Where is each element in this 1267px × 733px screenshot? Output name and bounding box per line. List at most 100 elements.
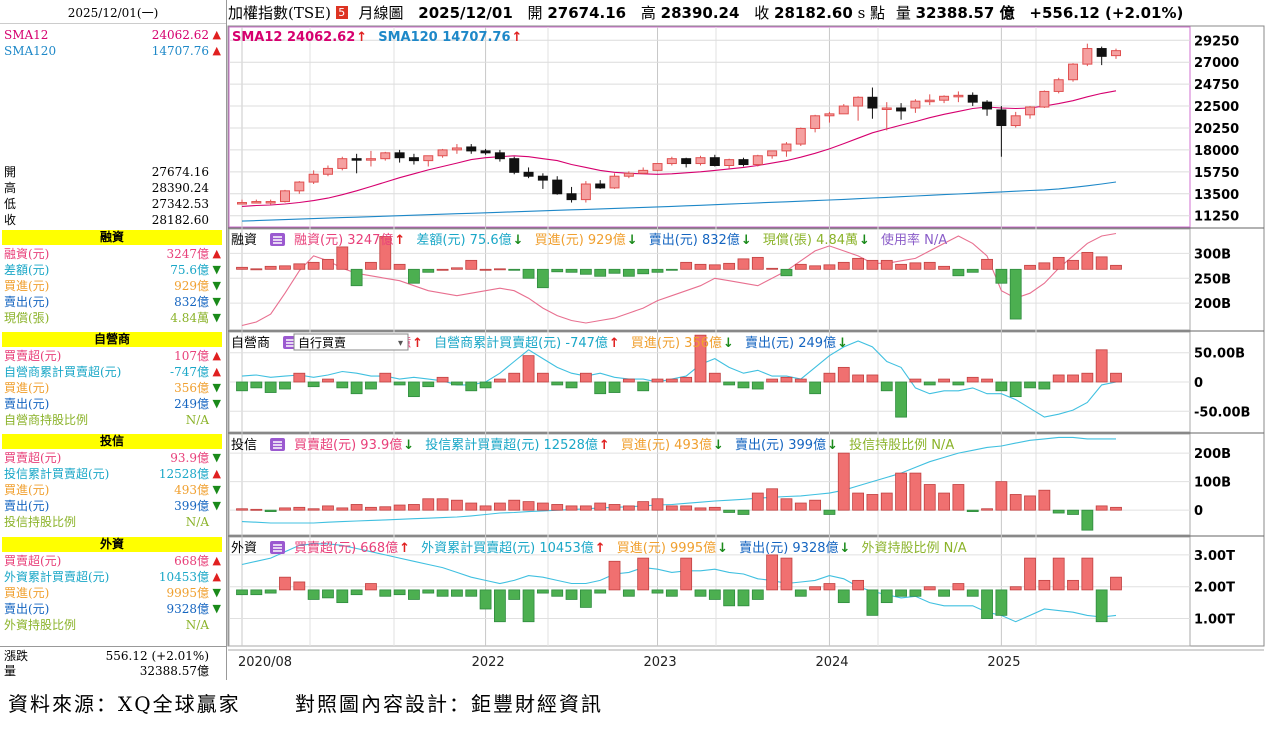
- candle-body: [1068, 63, 1079, 81]
- candle-body: [1025, 106, 1036, 116]
- flow-bar: [336, 246, 349, 270]
- flow-bar: [966, 376, 979, 383]
- sma12-line: [241, 90, 1117, 207]
- row-value: 24062.62: [151, 28, 209, 42]
- row-label: 低: [4, 197, 17, 211]
- down-arrow-icon: ↓: [827, 438, 838, 453]
- flow-bar: [751, 381, 764, 390]
- flow-bar: [408, 268, 420, 284]
- close-value: 28182.60: [774, 4, 853, 22]
- trust-legend-item: 投信累計買賣超(元) 12528億: [425, 437, 598, 453]
- y-tick-label: 11250: [1194, 210, 1239, 225]
- row-value: 4.84萬: [170, 311, 209, 325]
- flow-bar: [637, 381, 650, 392]
- down-arrow-icon: ▼: [212, 263, 221, 276]
- row-value: 28182.60: [151, 213, 209, 227]
- flow-bar: [637, 501, 650, 511]
- flow-bar: [1067, 509, 1079, 515]
- y-tick-label: 50.00B: [1194, 347, 1245, 362]
- flow-bar: [508, 499, 521, 511]
- candle-body: [666, 158, 677, 165]
- flow-bar: [350, 268, 363, 287]
- flow-bar: [694, 334, 707, 383]
- down-arrow-icon: ▼: [212, 483, 221, 496]
- flow-bar: [723, 589, 736, 607]
- row-label: 賣出(元): [4, 295, 50, 309]
- y-tick-label: 200B: [1194, 447, 1231, 462]
- down-arrow-icon: ↓: [723, 336, 734, 351]
- candle-body: [724, 159, 735, 166]
- volume-value: 32388.57 億: [915, 4, 1015, 22]
- flow-bar: [837, 366, 850, 383]
- dealer-section-header: 自營商: [2, 332, 222, 347]
- candle-body: [509, 158, 520, 173]
- flow-bar: [651, 589, 664, 594]
- y-tick-label: -50.00B: [1194, 405, 1250, 420]
- candle-body: [537, 175, 548, 181]
- candle-body: [1039, 90, 1050, 108]
- row-label: 自營商持股比例: [4, 413, 89, 427]
- row-value: 28390.24: [151, 181, 209, 195]
- row-value: 75.6億: [170, 263, 209, 277]
- flow-bar: [665, 505, 678, 511]
- foreign-legend-item: 買進(元) 9995億: [617, 540, 716, 556]
- y-tick-label: 300B: [1194, 247, 1231, 262]
- flow-bar: [866, 374, 879, 383]
- flow-bar: [608, 381, 621, 393]
- flow-bar: [651, 378, 664, 383]
- flow-bar: [393, 381, 406, 386]
- flow-bar: [422, 498, 435, 511]
- flow-bar: [436, 589, 449, 597]
- row-value: 27342.53: [151, 197, 209, 211]
- trust-legend-item: 賣出(元) 399億: [735, 437, 826, 453]
- high-value: 28390.24: [660, 4, 740, 22]
- chart-area: 1125013500157501800020250225002475027000…: [227, 25, 1265, 670]
- flow-bar: [651, 498, 664, 511]
- row-value: 668億: [174, 554, 209, 568]
- trust-legend-item: 投信持股比例 N/A: [849, 437, 954, 453]
- foreign-legend-item: 賣出(元) 9328億: [739, 540, 838, 556]
- flow-bar: [379, 372, 392, 383]
- candle-body: [838, 105, 849, 115]
- flow-bar: [293, 506, 306, 511]
- panel-frame: [228, 433, 1191, 536]
- row-value: N/A: [185, 515, 209, 529]
- down-arrow-icon: ↓: [717, 541, 728, 556]
- row-label: 投信持股比例: [4, 515, 77, 529]
- foreign-legend-item: 買賣超(元) 668億: [294, 540, 398, 556]
- y-tick-label: 27000: [1194, 56, 1239, 71]
- candle-body: [681, 158, 692, 165]
- period-badge[interactable]: 5: [335, 6, 348, 19]
- flow-bar: [680, 261, 693, 270]
- candle-body: [380, 152, 391, 160]
- flow-bar: [1095, 505, 1108, 511]
- flow-bar: [938, 589, 950, 597]
- flow-bar: [995, 381, 1008, 392]
- flow-bar: [751, 589, 764, 600]
- row-value: 107億: [174, 349, 209, 363]
- flow-bar: [1110, 506, 1122, 511]
- flow-bar: [794, 589, 807, 597]
- flow-bar: [293, 263, 306, 270]
- up-arrow-icon: ▲: [212, 349, 221, 362]
- dealer-legend-item: 自營商累計買賣超(元) -747億: [434, 335, 608, 351]
- row-value: 249億: [174, 397, 209, 411]
- y-tick-label: 20250: [1194, 122, 1239, 137]
- down-arrow-icon: ▼: [212, 602, 221, 615]
- candle-body: [939, 95, 950, 101]
- flow-bar: [780, 268, 793, 277]
- flow-bar: [694, 507, 707, 511]
- flow-bar: [981, 508, 993, 511]
- foreign-legend-item: 外資持股比例 N/A: [862, 541, 967, 556]
- foreign-section-header: 外資: [2, 537, 222, 552]
- row-value: N/A: [185, 618, 209, 632]
- y-tick-label: 18000: [1194, 144, 1239, 159]
- candle-body: [738, 159, 749, 166]
- candle-body: [924, 99, 935, 103]
- x-tick-label: 2025: [987, 655, 1020, 670]
- candle-body: [853, 96, 864, 107]
- row-value: 12528億: [158, 467, 209, 481]
- flow-bar: [250, 268, 263, 271]
- flow-bar: [465, 259, 478, 270]
- flow-bar: [1067, 374, 1079, 383]
